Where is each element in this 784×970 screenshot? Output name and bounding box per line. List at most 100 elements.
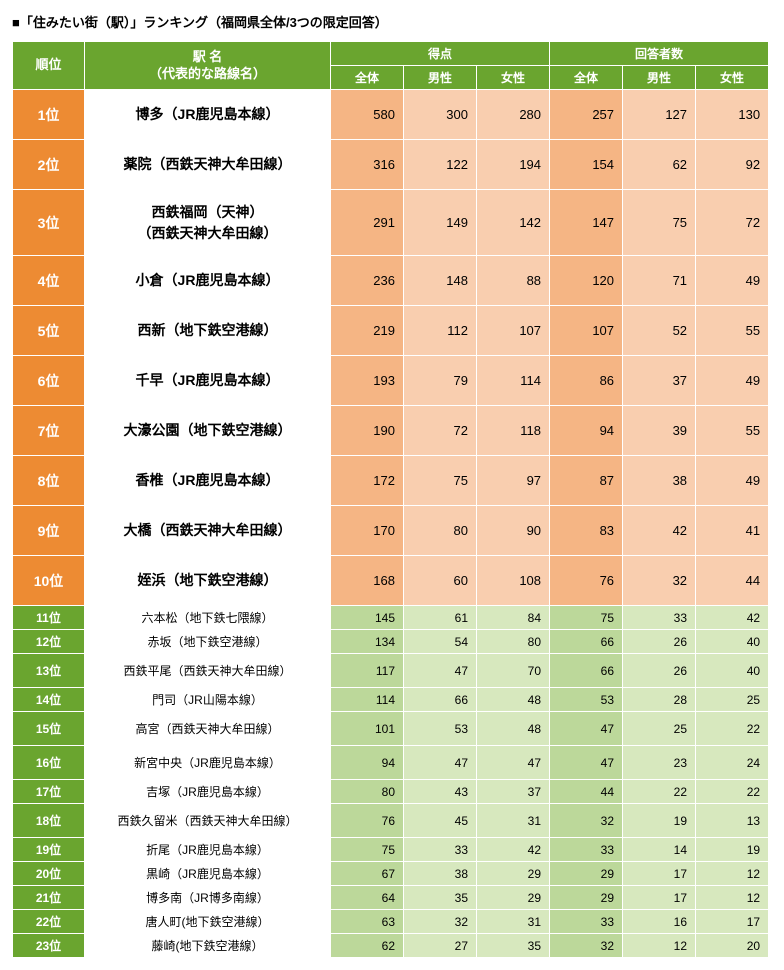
resp-female-cell: 12 [696,886,769,910]
table-row: 7位大濠公園（地下鉄空港線）19072118943955 [13,406,769,456]
score-male-cell: 72 [404,406,477,456]
table-row: 10位姪浜（地下鉄空港線）16860108763244 [13,556,769,606]
rank-cell: 13位 [13,654,85,688]
score-female-cell: 47 [477,746,550,780]
table-row: 16位新宮中央（JR鹿児島本線）944747472324 [13,746,769,780]
resp-total-cell: 94 [550,406,623,456]
score-female-cell: 48 [477,688,550,712]
table-row: 3位西鉄福岡（天神）（西鉄天神大牟田線）2911491421477572 [13,190,769,256]
resp-male-cell: 12 [623,934,696,958]
station-cell: 博多南（JR博多南線） [85,886,331,910]
resp-total-cell: 33 [550,838,623,862]
resp-female-cell: 12 [696,862,769,886]
rank-cell: 23位 [13,934,85,958]
rank-cell: 22位 [13,910,85,934]
rank-cell: 16位 [13,746,85,780]
score-male-cell: 32 [404,910,477,934]
score-female-cell: 42 [477,838,550,862]
station-cell: 黒崎（JR鹿児島本線） [85,862,331,886]
resp-male-cell: 33 [623,606,696,630]
score-male-cell: 60 [404,556,477,606]
rank-cell: 8位 [13,456,85,506]
score-female-cell: 114 [477,356,550,406]
rank-cell: 2位 [13,140,85,190]
resp-total-cell: 107 [550,306,623,356]
score-total-cell: 291 [331,190,404,256]
score-male-cell: 75 [404,456,477,506]
rank-cell: 1位 [13,90,85,140]
score-female-cell: 80 [477,630,550,654]
station-cell: 西鉄平尾（西鉄天神大牟田線） [85,654,331,688]
score-female-cell: 31 [477,804,550,838]
resp-total-cell: 75 [550,606,623,630]
resp-male-cell: 37 [623,356,696,406]
score-female-cell: 280 [477,90,550,140]
resp-male-cell: 16 [623,910,696,934]
score-male-cell: 112 [404,306,477,356]
score-male-cell: 33 [404,838,477,862]
resp-male-cell: 26 [623,630,696,654]
ranking-table: 順位 駅 名 （代表的な路線名） 得点 回答者数 全体 男性 女性 全体 男性 … [12,41,769,958]
resp-total-cell: 53 [550,688,623,712]
score-total-cell: 193 [331,356,404,406]
score-total-cell: 76 [331,804,404,838]
table-row: 15位高宮（西鉄天神大牟田線）1015348472522 [13,712,769,746]
resp-female-cell: 55 [696,406,769,456]
station-cell: 小倉（JR鹿児島本線） [85,256,331,306]
station-cell: 姪浜（地下鉄空港線） [85,556,331,606]
station-cell: 西鉄福岡（天神）（西鉄天神大牟田線） [85,190,331,256]
resp-total-cell: 76 [550,556,623,606]
resp-female-cell: 13 [696,804,769,838]
resp-female-cell: 55 [696,306,769,356]
table-row: 11位六本松（地下鉄七隈線）1456184753342 [13,606,769,630]
table-row: 6位千早（JR鹿児島本線）19379114863749 [13,356,769,406]
score-female-cell: 194 [477,140,550,190]
station-cell: 唐人町(地下鉄空港線） [85,910,331,934]
header-station-sub: （代表的な路線名） [149,66,266,81]
rank-cell: 9位 [13,506,85,556]
rank-cell: 21位 [13,886,85,910]
rank-cell: 12位 [13,630,85,654]
rank-cell: 3位 [13,190,85,256]
resp-female-cell: 41 [696,506,769,556]
table-row: 18位西鉄久留米（西鉄天神大牟田線）764531321913 [13,804,769,838]
resp-female-cell: 25 [696,688,769,712]
station-cell: 西鉄久留米（西鉄天神大牟田線） [85,804,331,838]
score-female-cell: 118 [477,406,550,456]
rank-cell: 19位 [13,838,85,862]
station-cell: 西新（地下鉄空港線） [85,306,331,356]
table-row: 5位西新（地下鉄空港線）2191121071075255 [13,306,769,356]
station-cell: 折尾（JR鹿児島本線） [85,838,331,862]
score-total-cell: 117 [331,654,404,688]
resp-female-cell: 22 [696,712,769,746]
score-male-cell: 300 [404,90,477,140]
resp-female-cell: 49 [696,456,769,506]
score-female-cell: 107 [477,306,550,356]
table-row: 17位吉塚（JR鹿児島本線）804337442222 [13,780,769,804]
resp-female-cell: 44 [696,556,769,606]
table-row: 13位西鉄平尾（西鉄天神大牟田線）1174770662640 [13,654,769,688]
resp-male-cell: 62 [623,140,696,190]
score-total-cell: 114 [331,688,404,712]
resp-male-cell: 14 [623,838,696,862]
resp-total-cell: 154 [550,140,623,190]
score-male-cell: 27 [404,934,477,958]
score-total-cell: 190 [331,406,404,456]
resp-male-cell: 22 [623,780,696,804]
resp-total-cell: 47 [550,712,623,746]
table-row: 2位薬院（西鉄天神大牟田線）3161221941546292 [13,140,769,190]
rank-cell: 20位 [13,862,85,886]
resp-total-cell: 86 [550,356,623,406]
header-respondents: 回答者数 [550,42,769,66]
score-total-cell: 134 [331,630,404,654]
score-male-cell: 53 [404,712,477,746]
score-male-cell: 122 [404,140,477,190]
score-total-cell: 75 [331,838,404,862]
rank-cell: 17位 [13,780,85,804]
table-row: 21位博多南（JR博多南線）643529291712 [13,886,769,910]
header-rank: 順位 [13,42,85,90]
score-male-cell: 66 [404,688,477,712]
score-female-cell: 88 [477,256,550,306]
header-resp-total: 全体 [550,66,623,90]
resp-female-cell: 130 [696,90,769,140]
